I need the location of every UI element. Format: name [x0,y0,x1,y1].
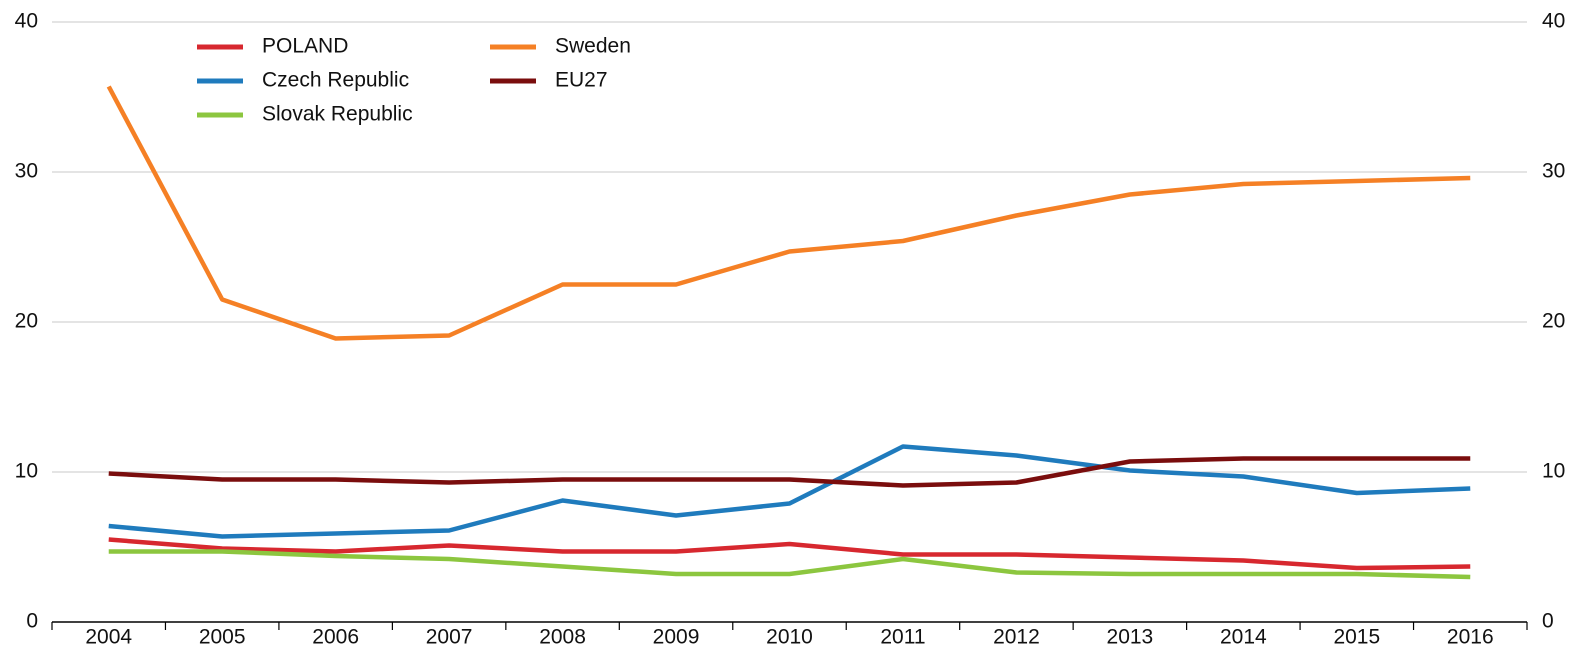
x-tick-label: 2010 [766,626,813,649]
series-line [108,444,1471,539]
x-tick-label: 2005 [199,626,246,649]
x-tick-label: 2009 [653,626,700,649]
y2-tick-label: 30 [1542,160,1565,183]
legend-label: Sweden [555,35,631,58]
x-tick-label: 2011 [880,626,925,649]
y-tick-label: 30 [15,160,38,183]
y-tick-label: 20 [15,310,38,333]
series-line [108,456,1471,488]
x-tick-label: 2004 [85,626,132,649]
legend-label: EU27 [555,69,608,92]
legend-label: Slovak Republic [262,103,413,126]
legend-label: Czech Republic [262,69,409,92]
y2-tick-label: 40 [1542,10,1565,33]
series-line [108,549,1471,580]
y-tick-label: 0 [26,610,38,633]
series-line [106,85,1471,341]
series-line [108,537,1471,571]
y-tick-label: 10 [15,460,38,483]
x-tick-label: 2016 [1447,626,1494,649]
x-tick-label: 2014 [1220,626,1267,649]
x-tick-label: 2013 [1107,626,1154,649]
y2-tick-label: 20 [1542,310,1565,333]
x-tick-label: 2015 [1333,626,1380,649]
y-tick-label: 40 [15,10,38,33]
x-tick-label: 2006 [312,626,359,649]
y2-tick-label: 10 [1542,460,1565,483]
x-tick-label: 2012 [993,626,1040,649]
x-tick-label: 2008 [539,626,586,649]
legend-label: POLAND [262,35,348,58]
x-tick-label: 2007 [426,626,473,649]
y2-tick-label: 0 [1542,610,1554,633]
